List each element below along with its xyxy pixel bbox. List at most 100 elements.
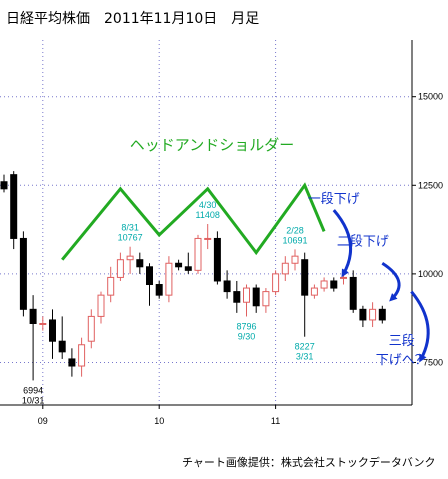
- candle-body: [155, 284, 163, 296]
- candle: [320, 277, 328, 292]
- candle-body: [194, 237, 202, 271]
- x-tick-label: 10: [154, 416, 164, 426]
- candle-body: [243, 287, 250, 303]
- candle-body: [49, 319, 56, 342]
- candle: [107, 266, 115, 303]
- candle-body: [330, 280, 338, 289]
- candle: [10, 171, 18, 250]
- price-annotation: 10/31: [22, 395, 45, 405]
- y-tick-label: 15000: [418, 92, 443, 102]
- candle-body: [378, 308, 386, 321]
- candle: [262, 288, 270, 313]
- candle-body: [262, 291, 270, 307]
- callout-label: 二段下げ: [337, 235, 389, 250]
- candle: [68, 348, 76, 377]
- candle: [233, 280, 241, 313]
- decline-arrow: [381, 261, 401, 302]
- candle: [19, 231, 27, 317]
- chart-credit: チャート画像提供：株式会社ストックデータバンク: [182, 456, 436, 469]
- callout-label: 一段下げ: [308, 192, 360, 207]
- candle: [243, 284, 250, 317]
- candle-body: [107, 276, 115, 296]
- y-tick-label: 10000: [418, 269, 443, 279]
- candle-body: [68, 358, 76, 367]
- candle-body: [97, 294, 105, 317]
- page-title: 日経平均株価 2011年11月10日 月足: [6, 11, 260, 27]
- candle: [340, 273, 347, 285]
- price-annotation: 9/30: [238, 332, 256, 342]
- y-tick-label: 12500: [418, 180, 443, 190]
- candle-body: [165, 262, 173, 296]
- price-annotation: 4/30: [199, 200, 217, 210]
- candle-body: [349, 276, 357, 310]
- candle-body: [310, 287, 318, 296]
- head-and-shoulders-pattern: ヘッドアンドショルダー: [61, 136, 326, 261]
- price-annotation: 6994: [23, 385, 43, 395]
- candle: [165, 256, 173, 303]
- candle: [78, 337, 86, 377]
- candle-body: [291, 255, 299, 264]
- candle: [39, 316, 47, 331]
- pattern-label: ヘッドアンドショルダー: [130, 136, 294, 154]
- price-annotation: 8/31: [121, 223, 139, 233]
- candle-body: [39, 322, 47, 325]
- pattern-line: [61, 182, 326, 261]
- candle: [369, 302, 377, 328]
- candle: [184, 252, 192, 274]
- candle: [281, 256, 289, 281]
- candle-body: [204, 237, 212, 240]
- candle: [175, 259, 183, 271]
- price-annotation: 8796: [236, 322, 256, 332]
- candle: [359, 305, 367, 328]
- price-annotation: 3/31: [296, 352, 314, 362]
- axis-ticks: 15000 12500 10000 7500 09 10 11: [38, 92, 443, 426]
- candle-body: [126, 255, 134, 261]
- candle-body: [252, 287, 260, 307]
- price-annotation: 10767: [118, 233, 143, 243]
- x-tick-label: 09: [38, 416, 48, 426]
- candle-body: [175, 262, 183, 268]
- decline-arrow: [332, 209, 352, 278]
- candle-body: [19, 237, 27, 310]
- candle: [155, 280, 163, 299]
- candle: [136, 252, 144, 274]
- candle: [291, 249, 299, 271]
- candle-body: [369, 308, 377, 321]
- candle-body: [320, 280, 328, 289]
- grid-lines: [0, 40, 412, 405]
- candle: [301, 252, 309, 337]
- candle: [272, 270, 280, 296]
- candle-body: [272, 273, 280, 293]
- decline-arrow: [410, 290, 430, 363]
- candle-body: [29, 308, 37, 324]
- candle-body: [223, 280, 231, 293]
- candle-body: [116, 259, 124, 278]
- callout-label: 三段: [389, 334, 415, 349]
- candle-body: [184, 266, 192, 271]
- candle-body: [146, 266, 153, 286]
- candle: [49, 309, 56, 359]
- candle-body: [78, 344, 86, 367]
- candle-body: [213, 237, 221, 282]
- candle-body: [58, 340, 66, 353]
- candle: [204, 223, 212, 250]
- candle: [194, 234, 202, 274]
- candle-body: [359, 308, 367, 321]
- candle: [116, 252, 124, 281]
- candle: [330, 277, 338, 292]
- candle: [378, 305, 386, 324]
- price-annotation: 8227: [295, 342, 315, 352]
- candle-body: [87, 315, 95, 342]
- candle-body: [281, 262, 289, 275]
- candle-body: [10, 174, 18, 239]
- candle: [146, 263, 153, 306]
- candle-body: [340, 276, 347, 279]
- candle: [87, 309, 95, 349]
- candle: [58, 316, 66, 359]
- candle: [0, 174, 8, 193]
- candle: [213, 231, 221, 285]
- callout-label: 下げへ？: [376, 353, 428, 368]
- y-tick-label: 7500: [423, 357, 443, 367]
